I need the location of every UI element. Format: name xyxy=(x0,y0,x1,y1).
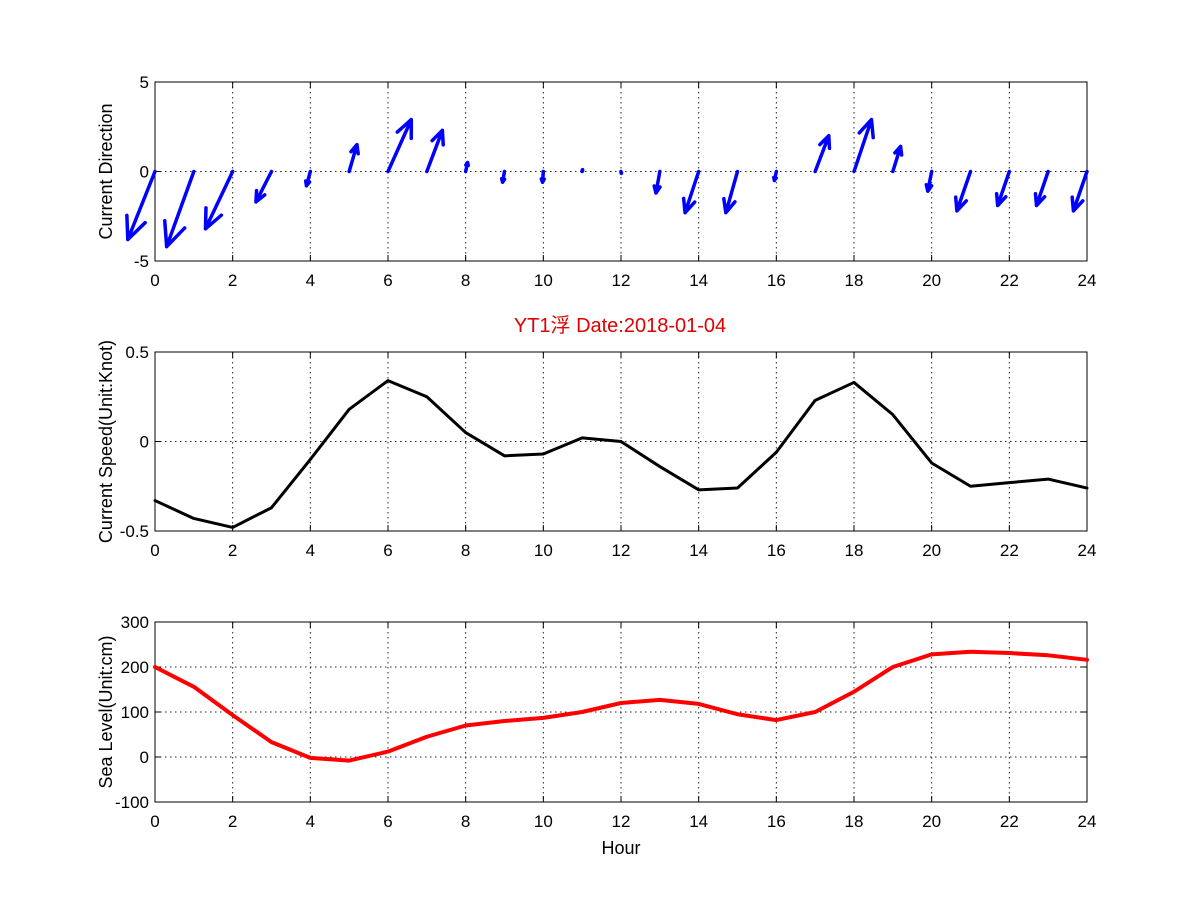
panel-2-xtick-label: 2 xyxy=(228,541,237,560)
panel-1-ytick-label: 0 xyxy=(140,163,149,182)
direction-arrow xyxy=(425,128,445,174)
panel-3-xtick-label: 6 xyxy=(383,812,392,831)
panel-3-ylabel: Sea Level(Unit:cm) xyxy=(96,635,116,788)
panel-3-ytick-label: 100 xyxy=(121,703,149,722)
panel-1-xtick-label: 22 xyxy=(1000,271,1019,290)
direction-arrow xyxy=(994,169,1012,208)
panel-2-xtick-label: 14 xyxy=(689,541,708,560)
panel-2-xtick-label: 16 xyxy=(767,541,786,560)
panel-2-xtick-label: 6 xyxy=(383,541,392,560)
panel-2-xtick-label: 12 xyxy=(612,541,631,560)
direction-arrow xyxy=(722,169,740,215)
panel-1-xtick-label: 0 xyxy=(150,271,159,290)
direction-arrow xyxy=(652,169,662,195)
direction-arrow xyxy=(953,169,973,213)
panel-2-ylabel: Current Speed(Unit:Knot) xyxy=(96,340,116,543)
direction-arrow xyxy=(772,169,779,183)
direction-arrow xyxy=(924,169,934,193)
panel-3-ytick-label: 0 xyxy=(140,748,149,767)
panel-2-xtick-label: 0 xyxy=(150,541,159,560)
panel-3-xtick-label: 14 xyxy=(689,812,708,831)
direction-arrow xyxy=(539,169,546,184)
panel-3-ytick-label: 300 xyxy=(121,613,149,632)
panel-3-xtick-label: 8 xyxy=(461,812,470,831)
panel-2-ytick-label: 0.5 xyxy=(125,343,149,362)
panel-1-xtick-label: 6 xyxy=(383,271,392,290)
panel-3-xtick-label: 24 xyxy=(1078,812,1097,831)
panel-1-xtick-label: 12 xyxy=(612,271,631,290)
panel-1-xtick-label: 8 xyxy=(461,271,470,290)
direction-arrow xyxy=(347,142,360,174)
panel-1-xtick-label: 24 xyxy=(1078,271,1097,290)
panel-1-xtick-label: 18 xyxy=(845,271,864,290)
direction-arrow xyxy=(163,169,196,249)
direction-arrow xyxy=(203,169,235,231)
direction-arrow xyxy=(681,169,701,215)
panel-3-ytick-label: 200 xyxy=(121,658,149,677)
direction-arrow xyxy=(813,133,832,174)
direction-arrow xyxy=(852,117,875,174)
panel-2-xtick-label: 18 xyxy=(845,541,864,560)
direction-arrow xyxy=(891,144,904,174)
panel-2-xtick-label: 10 xyxy=(534,541,553,560)
panel-1-xtick-label: 2 xyxy=(228,271,237,290)
panel-3-xtick-label: 22 xyxy=(1000,812,1019,831)
panel-3-xlabel: Hour xyxy=(601,838,640,858)
panel-1-xtick-label: 10 xyxy=(534,271,553,290)
panel-2-xtick-label: 22 xyxy=(1000,541,1019,560)
speed-series-line xyxy=(153,379,1089,529)
panel-1-ytick-label: 5 xyxy=(140,73,149,92)
panel-1-ytick-label: -5 xyxy=(134,252,149,271)
direction-arrow xyxy=(619,169,624,176)
panel-3-xtick-label: 20 xyxy=(922,812,941,831)
direction-arrow xyxy=(499,169,507,184)
chart-title: YT1浮 Date:2018-01-04 xyxy=(514,314,726,337)
direction-arrow xyxy=(580,167,585,174)
panel-2-xtick-label: 8 xyxy=(461,541,470,560)
panel-2-ytick-label: 0 xyxy=(140,433,149,452)
direction-arrow xyxy=(125,169,157,242)
panel-3-xtick-label: 10 xyxy=(534,812,553,831)
panel-3-xtick-label: 4 xyxy=(306,812,315,831)
direction-arrow xyxy=(386,117,414,174)
panel-3-ytick-label: -100 xyxy=(115,793,149,812)
panel-3-xtick-label: 0 xyxy=(150,812,159,831)
direction-arrow xyxy=(1033,169,1050,208)
panel-1-xtick-label: 20 xyxy=(922,271,941,290)
panel-3-xtick-label: 18 xyxy=(845,812,864,831)
panel-2-xtick-label: 4 xyxy=(306,541,315,560)
panel-1-xtick-label: 14 xyxy=(689,271,708,290)
panel-2-xtick-label: 20 xyxy=(922,541,941,560)
panel-3-xtick-label: 2 xyxy=(228,812,237,831)
direction-arrow xyxy=(463,160,470,174)
panel-3-xtick-label: 16 xyxy=(767,812,786,831)
panel-3-xtick-label: 12 xyxy=(612,812,631,831)
panel-1-xtick-label: 4 xyxy=(306,271,315,290)
direction-arrow xyxy=(254,169,274,204)
panel-2-xtick-label: 24 xyxy=(1078,541,1097,560)
direction-arrow xyxy=(303,169,313,188)
direction-arrow xyxy=(1070,169,1089,213)
panel-1-xtick-label: 16 xyxy=(767,271,786,290)
panel-2-ytick-label: -0.5 xyxy=(120,522,149,541)
panel-1-ylabel: Current Direction xyxy=(96,103,116,239)
sea-level-series-line xyxy=(153,649,1089,763)
